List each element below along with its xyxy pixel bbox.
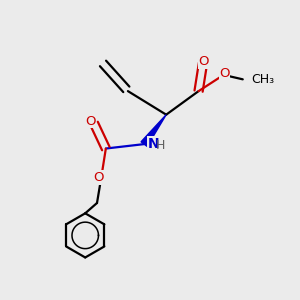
Text: O: O — [93, 171, 104, 184]
Text: O: O — [219, 67, 230, 80]
Text: O: O — [199, 55, 209, 68]
Text: N: N — [148, 136, 159, 151]
Text: H: H — [155, 139, 165, 152]
Text: CH₃: CH₃ — [251, 73, 274, 86]
Polygon shape — [141, 115, 166, 146]
Text: O: O — [85, 115, 96, 128]
